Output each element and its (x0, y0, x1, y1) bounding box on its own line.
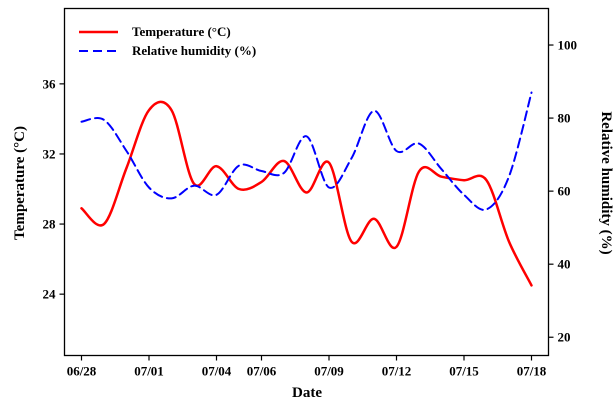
x-tick-label: 07/06 (247, 364, 277, 379)
y-left-tick-label: 28 (43, 217, 57, 232)
x-tick-label: 07/09 (314, 364, 344, 379)
x-tick-label: 07/18 (517, 364, 547, 379)
legend-humidity-label: Relative humidity (%) (132, 43, 256, 58)
y-left-tick-label: 36 (43, 76, 57, 91)
y-right-tick-label: 80 (558, 111, 571, 126)
chart-marks: 06/28 07/01 07/04 07/06 07/09 07/12 07/15 07/18… (43, 38, 578, 379)
y-right-tick-label: 40 (558, 257, 571, 272)
y-axis-left-title: Temperature (°C) (12, 126, 28, 240)
x-axis-title: Date (292, 385, 322, 400)
x-tick-label: 07/15 (449, 364, 479, 379)
x-tick-label: 07/01 (134, 364, 164, 379)
y-left-tick-label: 32 (43, 146, 56, 161)
x-tick-label: 07/12 (382, 364, 412, 379)
humidity-line (80, 91, 533, 211)
legend-temperature-label: Temperature (°C) (132, 24, 231, 39)
plot-frame (63, 7, 550, 357)
legend: Temperature (°C) Relative humidity (%) (79, 24, 256, 58)
y-right-tick-label: 60 (558, 184, 571, 199)
y-left-tick-label: 24 (43, 287, 57, 302)
x-tick-label: 06/28 (67, 364, 97, 379)
y-right-tick-label: 20 (558, 330, 571, 345)
x-tick-label: 07/04 (202, 364, 232, 379)
y-right-tick-label: 100 (558, 38, 578, 53)
temperature-line (80, 100, 533, 287)
y-axis-right-title: Relative humidity (%) (598, 111, 614, 254)
